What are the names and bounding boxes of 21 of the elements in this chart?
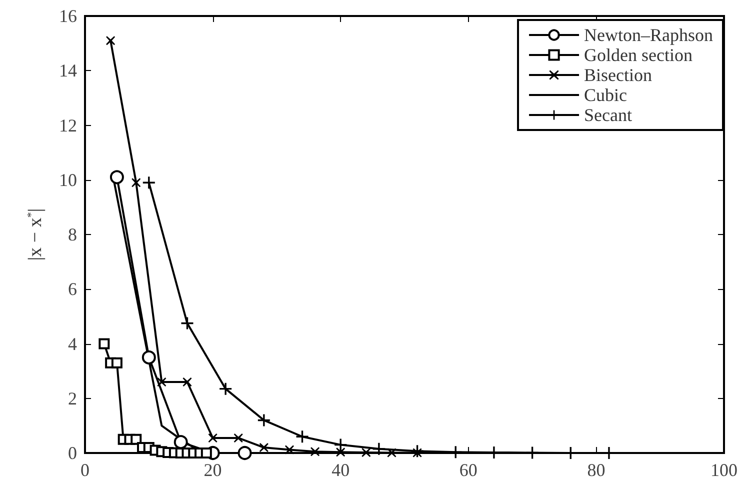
x-tick-label: 20	[204, 460, 222, 480]
x-tick-label: 60	[459, 460, 478, 480]
legend-label: Cubic	[584, 85, 628, 105]
y-tick-label: 16	[59, 6, 77, 26]
y-tick-label: 6	[68, 279, 77, 300]
x-tick-label: 100	[710, 460, 738, 480]
y-tick-label: 10	[59, 170, 77, 190]
y-axis-title: |x − x*|	[25, 208, 46, 261]
legend-label: Newton–Raphson	[584, 25, 714, 45]
x-tick-label: 40	[332, 460, 350, 480]
y-tick-label: 12	[59, 115, 77, 136]
legend-label: Golden section	[584, 45, 692, 65]
y-tick-label: 0	[68, 443, 77, 463]
x-tick-label: 80	[587, 460, 606, 480]
legend-label: Secant	[584, 105, 632, 125]
legend-label: Bisection	[584, 65, 652, 85]
x-tick-label: 0	[80, 460, 90, 480]
y-tick-label: 8	[68, 224, 77, 244]
y-tick-label: 2	[68, 388, 77, 408]
y-tick-label: 4	[68, 334, 77, 354]
y-tick-label: 14	[59, 60, 77, 81]
